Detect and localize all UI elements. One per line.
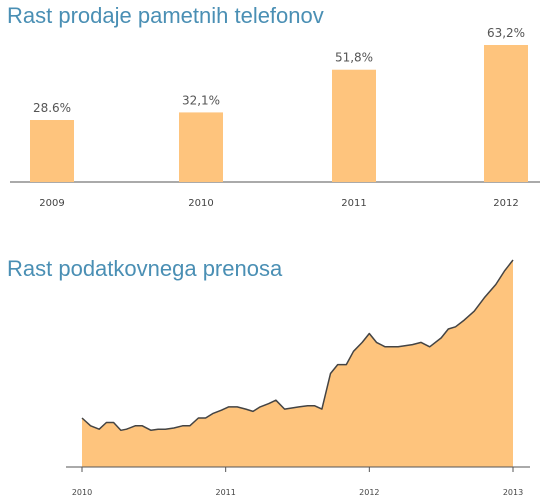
bar-2009 bbox=[30, 120, 74, 182]
bar-chart-title: Rast prodaje pametnih telefonov bbox=[7, 3, 324, 28]
x-tick-label-2010: 2010 bbox=[188, 198, 213, 209]
x-tick-label-2012: 2012 bbox=[359, 488, 379, 497]
x-tick-label-2011: 2011 bbox=[341, 198, 366, 209]
bar-2011 bbox=[332, 69, 376, 182]
x-tick-label-2009: 2009 bbox=[39, 198, 64, 209]
bar-2010 bbox=[179, 112, 223, 182]
x-tick-label-2012: 2012 bbox=[493, 198, 518, 209]
area-series-fill bbox=[82, 260, 513, 467]
bar-value-label-2012: 63,2% bbox=[487, 26, 525, 40]
bar-value-label-2011: 51,8% bbox=[335, 51, 373, 65]
x-tick-label-2011: 2011 bbox=[215, 488, 235, 497]
bar-2012 bbox=[484, 45, 528, 182]
x-tick-label-2013: 2013 bbox=[503, 488, 523, 497]
area-chart-title: Rast podatkovnega prenosa bbox=[7, 256, 283, 281]
bar-value-label-2010: 32,1% bbox=[182, 93, 220, 107]
x-tick-label-2010: 2010 bbox=[72, 488, 92, 497]
bar-value-label-2009: 28.6% bbox=[33, 101, 71, 115]
area-series-line bbox=[81, 259, 514, 432]
